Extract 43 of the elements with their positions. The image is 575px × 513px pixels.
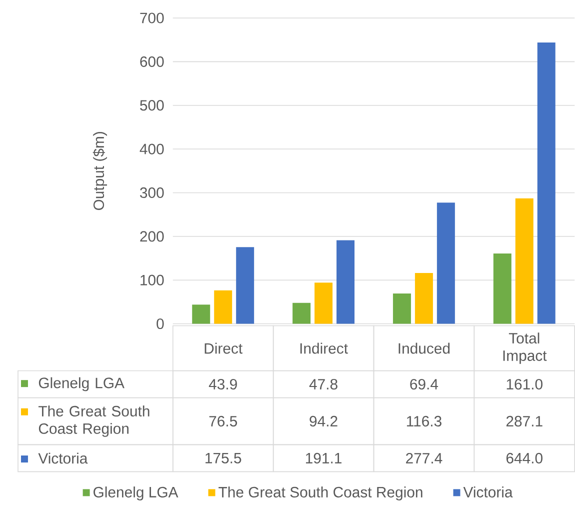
- data-label: 175.5: [206, 453, 242, 464]
- bar: [392, 294, 411, 324]
- data-label: 287.1: [506, 416, 542, 427]
- data-label: 47.8: [309, 379, 338, 390]
- x-tick-label: Total Impact: [503, 332, 547, 364]
- y-tick-label: 400: [140, 144, 164, 154]
- y-tick-label: 200: [140, 231, 164, 242]
- data-label: 644.0: [506, 453, 542, 464]
- legend-label: Victoria: [463, 486, 513, 498]
- y-axis-title: Output ($m): [92, 132, 107, 210]
- bar: [436, 202, 455, 324]
- bar: [493, 254, 512, 324]
- text: Glenelg LGA: [94, 486, 178, 501]
- y-tick-label: 500: [140, 100, 164, 111]
- legend-label: The Great South Coast Region: [38, 406, 150, 438]
- data-label: 76.5: [209, 416, 238, 427]
- data-label: 191.1: [306, 453, 342, 464]
- bar: [515, 198, 534, 324]
- bar: [537, 42, 556, 324]
- bar: [336, 240, 355, 324]
- bar: [214, 290, 232, 324]
- text: The Great South Coast Region: [218, 486, 422, 501]
- bar: [236, 247, 254, 324]
- y-tick-label: 700: [140, 12, 164, 24]
- y-tick-label: 600: [140, 56, 164, 68]
- data-label: 94.2: [310, 416, 338, 427]
- x-tick-label: Indirect: [300, 342, 348, 354]
- bar: [192, 304, 210, 324]
- text: Victoria: [38, 452, 88, 464]
- data-label: 116.3: [406, 416, 442, 427]
- bar: [414, 273, 433, 324]
- x-tick-label: Induced: [398, 342, 450, 354]
- y-tick-label: 0: [156, 318, 164, 330]
- legend-label: Glenelg LGA: [38, 377, 124, 392]
- data-label: 277.4: [406, 453, 442, 464]
- bar: [314, 282, 333, 324]
- data-label: 161.0: [506, 379, 542, 390]
- y-tick-label: 100: [140, 274, 164, 286]
- data-label: 69.4: [410, 379, 438, 390]
- x-tick-label: Direct: [204, 342, 242, 354]
- data-label: 43.9: [208, 379, 237, 390]
- y-tick-label: 300: [140, 188, 164, 198]
- bar: [292, 303, 311, 324]
